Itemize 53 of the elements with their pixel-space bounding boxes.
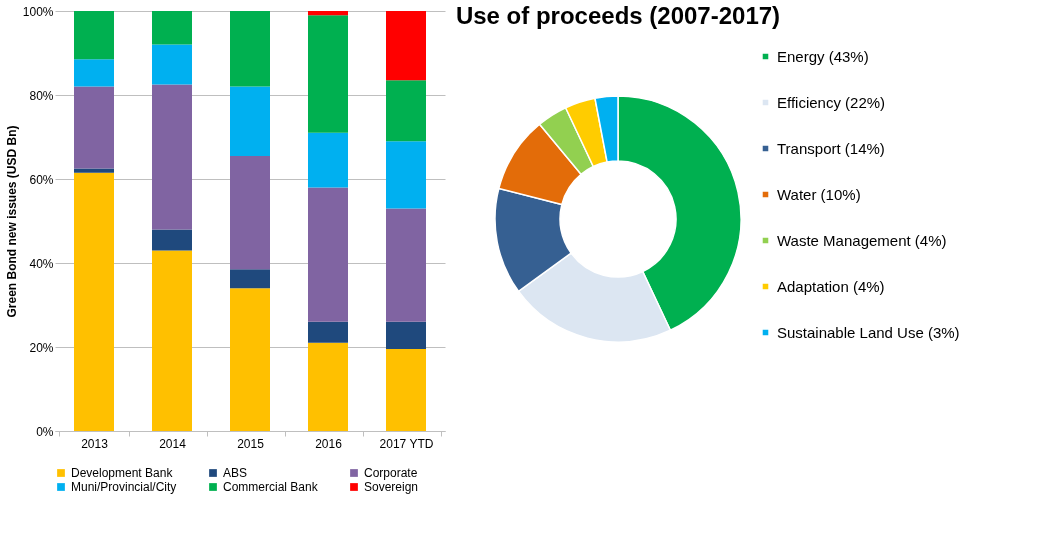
bar (74, 11, 114, 60)
bar (74, 59, 114, 87)
y-axis-title: Green Bond new issues (USD Bn) (4, 125, 19, 318)
legend-label: Sustainable Land Use (3%) (777, 323, 960, 341)
y-tick-label: 100% (22, 4, 54, 19)
bar (308, 11, 348, 16)
bar (386, 208, 426, 322)
y-tick-label: 80% (29, 88, 54, 103)
bar (308, 132, 348, 188)
x-tick-label: 2015 (237, 436, 265, 451)
legend-label: ABS (223, 466, 248, 480)
legend-label: Waste Management (4%) (777, 231, 947, 249)
bar (308, 321, 348, 343)
x-tick-label: 2016 (315, 436, 343, 451)
legend-label: Commercial Bank (223, 480, 319, 494)
bar (74, 168, 114, 173)
bar (74, 172, 114, 431)
bar (74, 86, 114, 169)
bar (230, 288, 270, 431)
legend-label: Adaptation (4%) (777, 277, 885, 295)
bar (230, 155, 270, 270)
y-tick-label: 40% (29, 256, 54, 271)
x-tick-label: 2013 (81, 436, 109, 451)
bar (152, 250, 192, 431)
bar (386, 141, 426, 209)
bar (308, 187, 348, 322)
bar (308, 15, 348, 133)
bar (152, 11, 192, 45)
bar (230, 86, 270, 156)
bar (152, 44, 192, 85)
legend-label: Water (10%) (777, 185, 861, 203)
bar (230, 11, 270, 87)
y-tick-label: 0% (36, 424, 54, 439)
bar (230, 269, 270, 289)
legend-label: Sovereign (364, 480, 419, 494)
x-tick-label: 2014 (159, 436, 187, 451)
legend-label: Development Bank (71, 466, 174, 480)
x-tick-label: 2017 YTD (379, 436, 434, 451)
legend-label: Corporate (364, 466, 418, 480)
bar (152, 229, 192, 251)
bar (308, 342, 348, 431)
legend-label: Energy (43%) (777, 47, 869, 65)
legend-label: Transport (14%) (777, 139, 885, 157)
bar (386, 321, 426, 350)
legend-label: Efficiency (22%) (777, 93, 886, 111)
y-tick-label: 20% (29, 340, 54, 355)
chart-title: Use of proceeds (2007-2017) (455, 2, 781, 29)
bar (386, 11, 426, 81)
legend-label: Muni/Provincial/City (71, 480, 177, 494)
bar (386, 80, 426, 142)
bar (152, 84, 192, 230)
bar (386, 349, 426, 431)
y-tick-label: 60% (29, 172, 54, 187)
